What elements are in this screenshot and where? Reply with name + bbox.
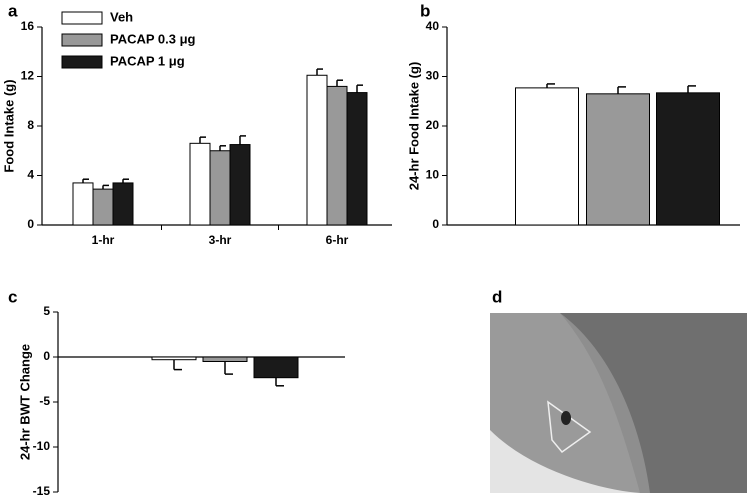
y-tick-label: -15	[33, 484, 51, 498]
panel-label: a	[8, 1, 18, 20]
bar	[209, 150, 231, 226]
bar	[656, 92, 720, 226]
y-tick-label: 30	[426, 69, 440, 83]
y-tick-label: 5	[43, 304, 50, 318]
x-tick-label: 1-hr	[92, 233, 115, 247]
y-tick-label: 16	[21, 19, 35, 33]
image-region	[490, 430, 640, 493]
y-tick-label: 0	[43, 349, 50, 363]
y-tick-label: 40	[426, 19, 440, 33]
lesion	[561, 411, 571, 425]
y-tick-label: -5	[39, 394, 50, 408]
panel-label: b	[420, 1, 430, 20]
legend-label: Veh	[110, 9, 133, 24]
y-axis-title: Food Intake (g)	[1, 79, 16, 172]
bar	[229, 144, 251, 226]
y-tick-label: 8	[27, 118, 34, 132]
bar	[72, 182, 94, 226]
bar	[189, 142, 211, 226]
bar	[306, 74, 328, 226]
y-tick-label: 20	[426, 118, 440, 132]
bar	[112, 182, 134, 226]
y-axis-title: 24-hr BWT Change	[17, 344, 32, 460]
panel-label: d	[492, 287, 502, 306]
bar	[586, 93, 650, 226]
bar	[92, 188, 114, 226]
panel-label: c	[8, 287, 17, 306]
y-axis-title: 24-hr Food Intake (g)	[406, 62, 421, 191]
bar	[326, 85, 348, 226]
bar	[253, 356, 299, 379]
legend-swatch	[61, 55, 103, 69]
x-tick-label: 6-hr	[326, 233, 349, 247]
y-tick-label: 4	[27, 168, 34, 182]
bar	[346, 92, 368, 226]
legend-label: PACAP 0.3 μg	[110, 31, 196, 46]
legend-label: PACAP 1 μg	[110, 53, 185, 68]
image-region	[560, 313, 747, 493]
outline	[547, 400, 592, 454]
y-tick-label: 0	[432, 217, 439, 231]
y-tick-label: 10	[426, 168, 440, 182]
x-tick-label: 3-hr	[209, 233, 232, 247]
y-tick-label: 0	[27, 217, 34, 231]
bar	[515, 87, 579, 226]
bar	[151, 356, 197, 361]
bar	[202, 356, 248, 362]
y-tick-label: 12	[21, 69, 35, 83]
legend-swatch	[61, 11, 103, 25]
y-tick-label: -10	[33, 439, 51, 453]
image-region	[490, 313, 640, 493]
legend-swatch	[61, 33, 103, 47]
histology-image	[490, 313, 747, 493]
